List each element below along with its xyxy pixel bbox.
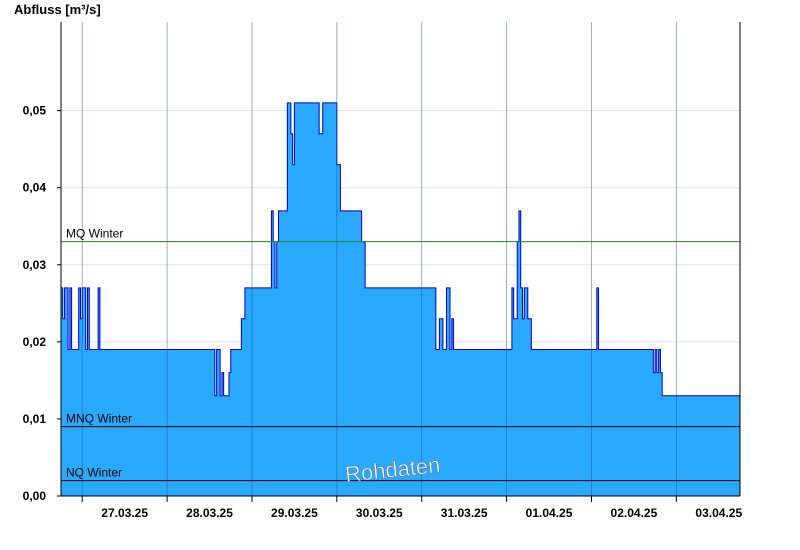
y-tick-label: 0,01 xyxy=(23,412,47,426)
y-tick-label: 0,02 xyxy=(23,335,47,349)
y-tick-label: 0,03 xyxy=(23,258,47,272)
x-tick-label: 30.03.25 xyxy=(356,506,403,520)
x-tick-label: 02.04.25 xyxy=(611,506,658,520)
y-tick-label: 0,04 xyxy=(23,181,47,195)
x-tick-label: 03.04.25 xyxy=(695,506,742,520)
y-axis-title: Abfluss [m³/s] xyxy=(14,2,101,17)
discharge-area xyxy=(61,102,740,497)
reference-line-label: MNQ Winter xyxy=(66,412,132,426)
discharge-line xyxy=(61,102,740,397)
y-tick-label: 0,00 xyxy=(23,489,47,503)
x-tick-label: 31.03.25 xyxy=(441,506,488,520)
x-tick-label: 27.03.25 xyxy=(101,506,148,520)
reference-line-label: MQ Winter xyxy=(66,227,123,241)
x-tick-label: 28.03.25 xyxy=(186,506,233,520)
y-tick-label: 0,05 xyxy=(23,104,47,118)
x-tick-label: 29.03.25 xyxy=(271,506,318,520)
reference-line-label: NQ Winter xyxy=(66,466,122,480)
x-tick-label: 01.04.25 xyxy=(526,506,573,520)
